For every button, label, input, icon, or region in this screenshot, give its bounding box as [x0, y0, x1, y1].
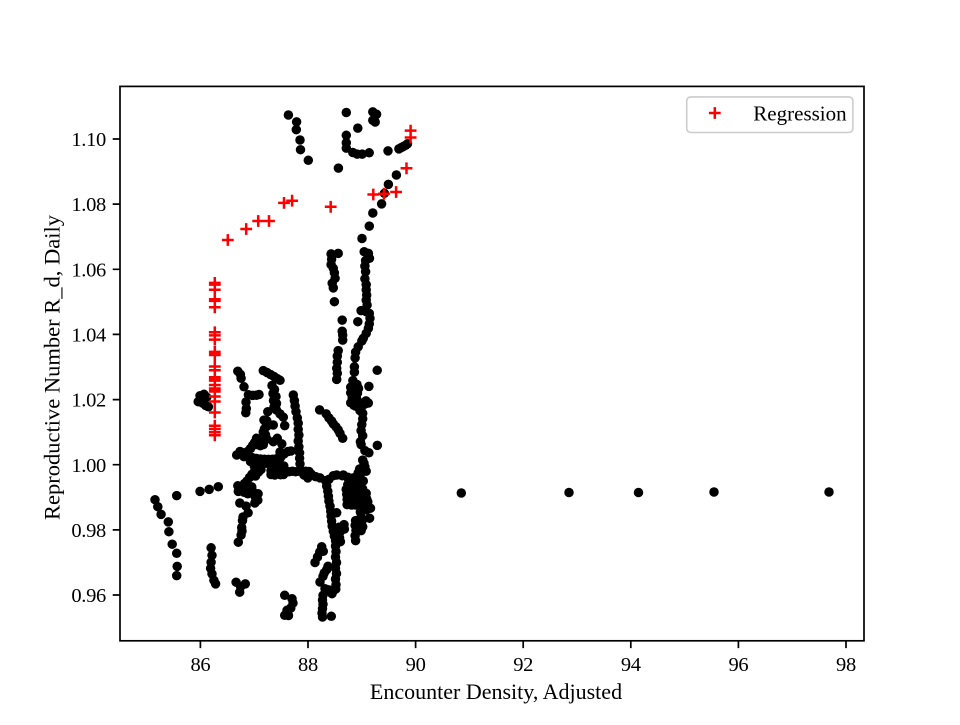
svg-text:0.96: 0.96	[71, 585, 106, 607]
svg-text:92: 92	[513, 654, 533, 676]
svg-text:1.04: 1.04	[71, 325, 106, 347]
svg-text:88: 88	[298, 654, 318, 676]
svg-text:94: 94	[621, 654, 641, 676]
svg-text:98: 98	[836, 654, 856, 676]
svg-text:1.08: 1.08	[71, 194, 106, 216]
svg-text:1.10: 1.10	[71, 129, 106, 151]
svg-text:0.98: 0.98	[71, 520, 106, 542]
svg-text:Reproductive Number R_d, Daily: Reproductive Number R_d, Daily	[40, 214, 65, 520]
svg-text:1.06: 1.06	[71, 259, 106, 281]
svg-text:Encounter Density, Adjusted: Encounter Density, Adjusted	[370, 679, 622, 704]
svg-text:86: 86	[190, 654, 210, 676]
svg-text:Regression: Regression	[753, 102, 847, 126]
svg-text:96: 96	[728, 654, 748, 676]
svg-text:90: 90	[406, 654, 426, 676]
svg-text:1.02: 1.02	[71, 390, 106, 412]
svg-text:1.00: 1.00	[71, 455, 106, 477]
